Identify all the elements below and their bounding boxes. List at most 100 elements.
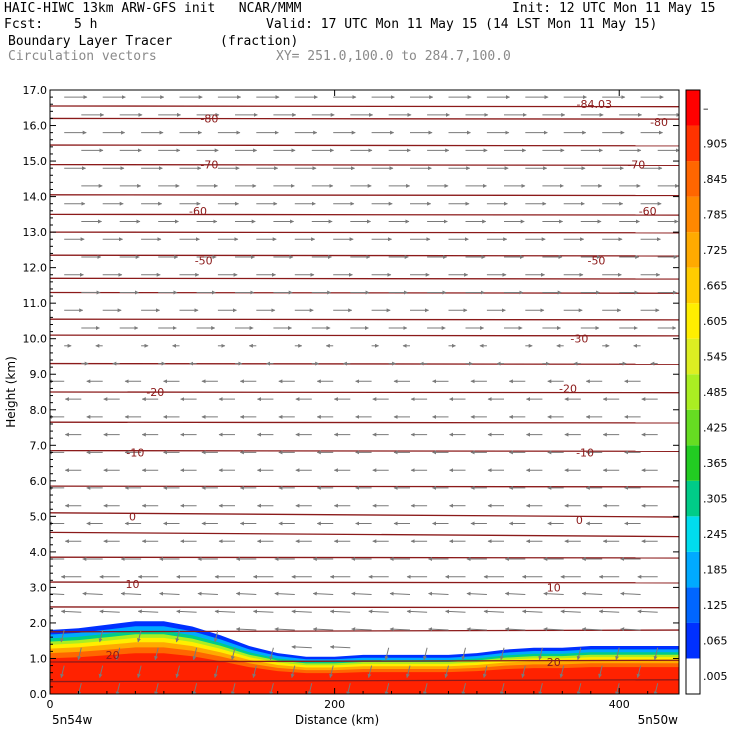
circulation-vector-46 (615, 647, 620, 661)
circulation-vector-24 (367, 665, 373, 678)
temperature-contour-23 (50, 117, 679, 120)
circulation-vector-59 (466, 627, 487, 632)
forecast-label: Fcst: (4, 17, 44, 32)
temperature-contour-8 (50, 485, 679, 488)
temperature-contour-24 (50, 105, 679, 108)
colorbar-label-12: .725 (703, 244, 728, 257)
temperature-contour-17 (50, 254, 679, 257)
circulation-vector-10 (461, 683, 466, 694)
contour-label-2: -70 (200, 159, 218, 172)
field-name: Boundary Layer Tracer (8, 34, 173, 49)
colorbar-swatch-1 (686, 622, 700, 659)
circulation-vector-69 (253, 609, 274, 614)
colorbar-swatch-16 (686, 90, 700, 126)
colorbar-swatch-9 (686, 338, 700, 375)
circulation-vector-33 (115, 647, 121, 661)
y-tick-label-4: 4.0 (30, 546, 48, 559)
temperature-contour-3 (50, 606, 679, 609)
circulation-vector-5 (269, 683, 274, 694)
circulation-vector-63 (620, 627, 641, 632)
y-tick-label-8: 8.0 (30, 404, 48, 417)
circulation-vector-95 (620, 591, 641, 596)
temperature-contour-19 (50, 213, 679, 216)
circulation-vector-71 (329, 609, 351, 614)
circulation-vector-57 (389, 627, 411, 632)
contour-label-12: -10 (576, 446, 594, 459)
contour-label-3: -70 (627, 159, 645, 172)
circulation-vector-21 (252, 665, 257, 678)
colorbar-swatch-0 (686, 658, 700, 694)
circulation-vector-35 (192, 647, 198, 661)
contour-min-label: -84.03 (577, 98, 612, 111)
temperature-contour-11 (50, 391, 679, 394)
x-tick-label-1: 200 (324, 698, 345, 711)
temperature-contour-5 (50, 556, 679, 559)
temperature-contour-16 (50, 277, 679, 280)
y-tick-label-11: 11.0 (23, 297, 48, 310)
circulation-vector-2 (154, 683, 159, 694)
circulation-vector-9 (423, 683, 428, 694)
circulation-vector-76 (522, 609, 543, 614)
temperature-contour-6 (50, 531, 679, 538)
init-time: Init: 12 UTC Mon 11 May 15 (512, 1, 716, 16)
circulation-vector-48 (60, 629, 65, 643)
circulation-vector-40 (384, 647, 390, 661)
circulation-vector-26 (444, 665, 449, 678)
contour-label-6: -50 (195, 255, 213, 268)
circulation-vector-53 (235, 627, 257, 632)
colorbar-swatch-5 (686, 480, 700, 517)
y-tick-label-3: 3.0 (30, 581, 48, 594)
forecast-hour: 5 h (74, 17, 98, 32)
circulation-vector-14 (615, 683, 620, 694)
circulation-vector-73 (406, 609, 428, 614)
y-tick-label-13: 13.0 (23, 226, 48, 239)
colorbar-swatch-13 (686, 196, 700, 233)
circulation-vector-43 (499, 647, 505, 661)
colorbar-label-14: .845 (703, 173, 728, 186)
colorbar-label-16: – (703, 102, 709, 115)
colorbar-swatch-3 (686, 551, 700, 588)
y-tick-label-1: 1.0 (30, 652, 48, 665)
circulation-vector-20 (213, 665, 219, 678)
circulation-vector-56 (351, 627, 372, 632)
circulation-vector-12 (538, 683, 543, 694)
colorbar-swatch-7 (686, 409, 700, 446)
y-tick-label-12: 12.0 (23, 262, 48, 275)
y-tick-label-2: 2.0 (30, 617, 48, 630)
circulation-vector-75 (483, 609, 505, 614)
circulation-vector-93 (543, 591, 564, 596)
contour-label-14: 0 (576, 514, 583, 527)
circulation-vector-3 (192, 683, 198, 694)
x-tick-label-0: 0 (47, 698, 54, 711)
circulation-vector-15 (653, 683, 659, 694)
circulation-vector-90 (428, 591, 449, 596)
circulation-vector-60 (504, 627, 526, 632)
y-tick-label-6: 6.0 (30, 475, 48, 488)
circulation-vector-41 (423, 647, 428, 661)
temperature-contour-7 (50, 512, 679, 518)
colorbar-swatch-12 (686, 232, 700, 268)
circulation-vector-78 (598, 609, 620, 614)
temperature-contour-2 (50, 629, 679, 633)
temperature-contour-18 (50, 231, 679, 234)
temperature-contour-13 (50, 334, 679, 337)
colorbar-label-5: .305 (703, 493, 728, 506)
circulation-vector-44 (538, 647, 543, 661)
contour-label-1: -80 (650, 116, 668, 129)
circulation-vector-34 (154, 647, 159, 661)
y-tick-label-17: 17.0 (23, 84, 48, 97)
circulation-vector-61 (543, 627, 564, 632)
colorbar-swatch-11 (686, 267, 700, 304)
colorbar-label-1: .065 (703, 635, 728, 648)
circulation-vector-4 (230, 683, 236, 694)
colorbar-label-2: .125 (703, 599, 728, 612)
colorbar-swatch-14 (686, 161, 700, 197)
circulation-vector-92 (504, 591, 526, 596)
circulation-vector-11 (499, 683, 505, 694)
colorbar-label-6: .365 (703, 457, 728, 470)
circulation-vector-31 (636, 665, 642, 678)
circulation-vector-7 (346, 683, 351, 694)
contour-label-15: 10 (126, 578, 140, 591)
circulation-vector-45 (576, 647, 582, 661)
x-left-endpoint: 5n54w (52, 713, 93, 727)
